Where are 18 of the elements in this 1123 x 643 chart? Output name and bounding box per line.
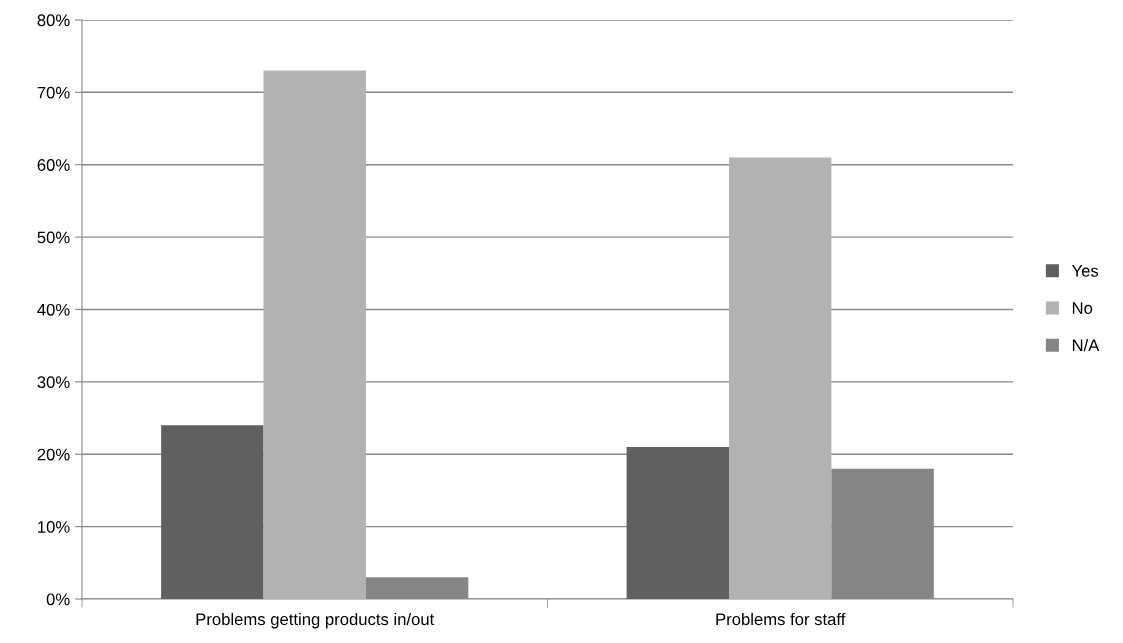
x-tick-label: Problems for staff [716,612,846,626]
legend-label: N/A [1072,338,1100,352]
y-tick-label: 30% [37,376,70,389]
y-tick-label: 20% [37,448,70,461]
bar [161,425,264,600]
y-tick-label: 80% [37,14,70,27]
legend-label: Yes [1071,265,1099,277]
y-tick-label: 70% [37,86,70,99]
y-tick-label: 10% [38,521,70,533]
y-tick-label: 60% [37,159,70,171]
legend-label: No [1072,302,1093,314]
bar [729,157,832,600]
bar [263,70,366,600]
y-tick-label: 40% [37,303,70,316]
x-tick-label: Problems getting products in/out [196,612,435,629]
bar [626,447,729,600]
y-tick-label: 50% [37,231,70,244]
y-tick-label: 0% [46,593,70,606]
